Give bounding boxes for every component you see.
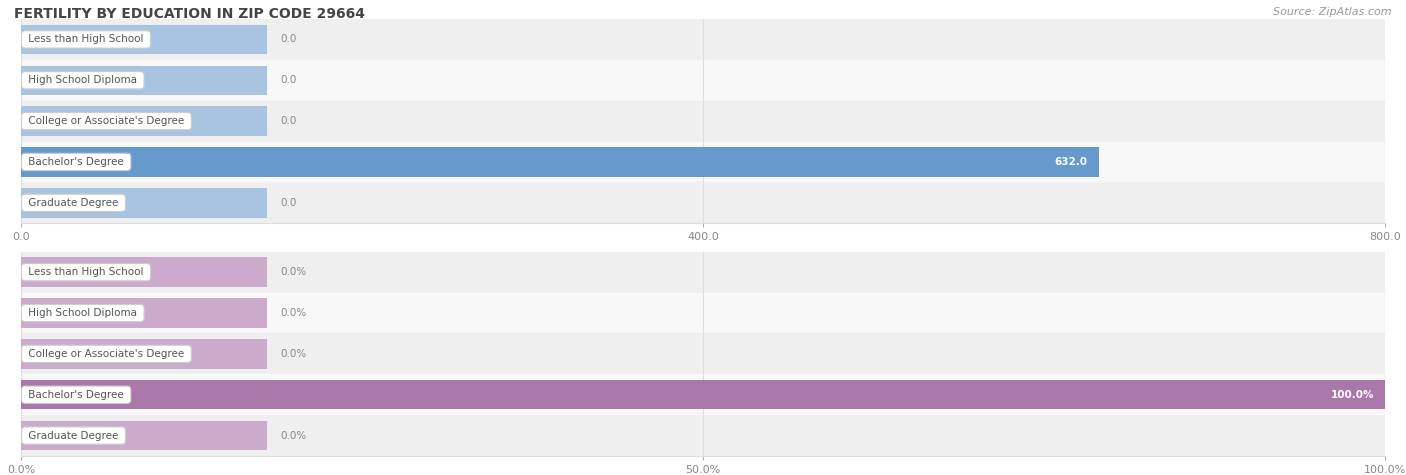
Text: Graduate Degree: Graduate Degree bbox=[25, 430, 122, 441]
Bar bbox=[21, 252, 1385, 293]
Bar bbox=[21, 380, 1385, 409]
Text: 0.0: 0.0 bbox=[280, 198, 297, 208]
Text: College or Associate's Degree: College or Associate's Degree bbox=[25, 349, 187, 359]
Bar bbox=[21, 188, 267, 218]
Bar bbox=[21, 421, 267, 450]
Text: 0.0%: 0.0% bbox=[280, 308, 307, 318]
Bar bbox=[21, 339, 267, 369]
Text: Source: ZipAtlas.com: Source: ZipAtlas.com bbox=[1274, 7, 1392, 17]
Bar bbox=[21, 25, 267, 54]
Text: High School Diploma: High School Diploma bbox=[25, 308, 141, 318]
Text: Less than High School: Less than High School bbox=[25, 34, 148, 45]
Bar bbox=[21, 19, 1385, 60]
Bar bbox=[21, 374, 1385, 415]
Bar bbox=[21, 147, 1098, 177]
Bar bbox=[21, 60, 1385, 101]
Bar bbox=[21, 66, 267, 95]
Bar bbox=[21, 257, 267, 287]
Text: Graduate Degree: Graduate Degree bbox=[25, 198, 122, 208]
Bar bbox=[21, 101, 1385, 142]
Bar bbox=[21, 333, 1385, 374]
Bar bbox=[21, 142, 1385, 182]
Text: 100.0%: 100.0% bbox=[1330, 390, 1374, 400]
Text: 632.0: 632.0 bbox=[1054, 157, 1088, 167]
Bar bbox=[21, 182, 1385, 223]
Text: 0.0: 0.0 bbox=[280, 116, 297, 126]
Text: 0.0: 0.0 bbox=[280, 34, 297, 45]
Text: Bachelor's Degree: Bachelor's Degree bbox=[25, 157, 127, 167]
Bar bbox=[21, 293, 1385, 333]
Bar bbox=[21, 415, 1385, 456]
Text: Less than High School: Less than High School bbox=[25, 267, 148, 277]
Text: 0.0%: 0.0% bbox=[280, 267, 307, 277]
Text: 0.0: 0.0 bbox=[280, 75, 297, 86]
Text: 0.0%: 0.0% bbox=[280, 430, 307, 441]
Text: College or Associate's Degree: College or Associate's Degree bbox=[25, 116, 187, 126]
Bar bbox=[21, 106, 267, 136]
Text: FERTILITY BY EDUCATION IN ZIP CODE 29664: FERTILITY BY EDUCATION IN ZIP CODE 29664 bbox=[14, 7, 366, 21]
Bar bbox=[21, 298, 267, 328]
Text: 0.0%: 0.0% bbox=[280, 349, 307, 359]
Text: High School Diploma: High School Diploma bbox=[25, 75, 141, 86]
Text: Bachelor's Degree: Bachelor's Degree bbox=[25, 390, 127, 400]
